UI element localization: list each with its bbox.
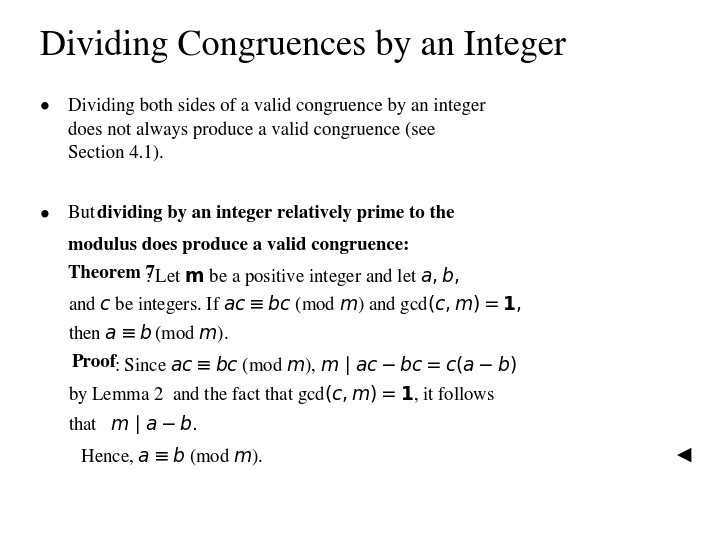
- Text: But: But: [68, 205, 100, 222]
- Text: : Let $\mathbf{m}$ be a positive integer and let $a, b,$: : Let $\mathbf{m}$ be a positive integer…: [145, 265, 460, 288]
- Text: Proof: Proof: [72, 354, 117, 370]
- Text: by Lemma 2  and the fact that gcd$(c,m) = \mathbf{1}$, it follows: by Lemma 2 and the fact that gcd$(c,m) =…: [68, 383, 495, 407]
- Text: Theorem 7: Theorem 7: [68, 265, 156, 281]
- Text: : Since $ac \equiv bc$ (mod $m$), $m \mid ac - bc = c(a - b)$: : Since $ac \equiv bc$ (mod $m$), $m \mi…: [114, 354, 516, 377]
- Text: dividing by an integer relatively prime to the: dividing by an integer relatively prime …: [97, 205, 455, 222]
- Text: then $a \equiv b\,$(mod $m$).: then $a \equiv b\,$(mod $m$).: [68, 322, 229, 344]
- Text: •: •: [40, 205, 50, 222]
- Text: that   $m \mid a - b.$: that $m \mid a - b.$: [68, 413, 198, 436]
- Text: $\blacktriangleleft$: $\blacktriangleleft$: [673, 446, 693, 464]
- Text: and $c$ be integers. If $ac \equiv bc$ (mod $m$) and gcd$(c,m) = \mathbf{1},$: and $c$ be integers. If $ac \equiv bc$ (…: [68, 293, 523, 316]
- Text: Dividing both sides of a valid congruence by an integer
does not always produce : Dividing both sides of a valid congruenc…: [68, 97, 486, 161]
- Text: Hence, $a \equiv b$ (mod $m$).: Hence, $a \equiv b$ (mod $m$).: [76, 446, 263, 468]
- Text: modulus does produce a valid congruence:: modulus does produce a valid congruence:: [68, 237, 410, 253]
- Text: Dividing Congruences by an Integer: Dividing Congruences by an Integer: [40, 30, 566, 63]
- Text: •: •: [40, 97, 50, 114]
